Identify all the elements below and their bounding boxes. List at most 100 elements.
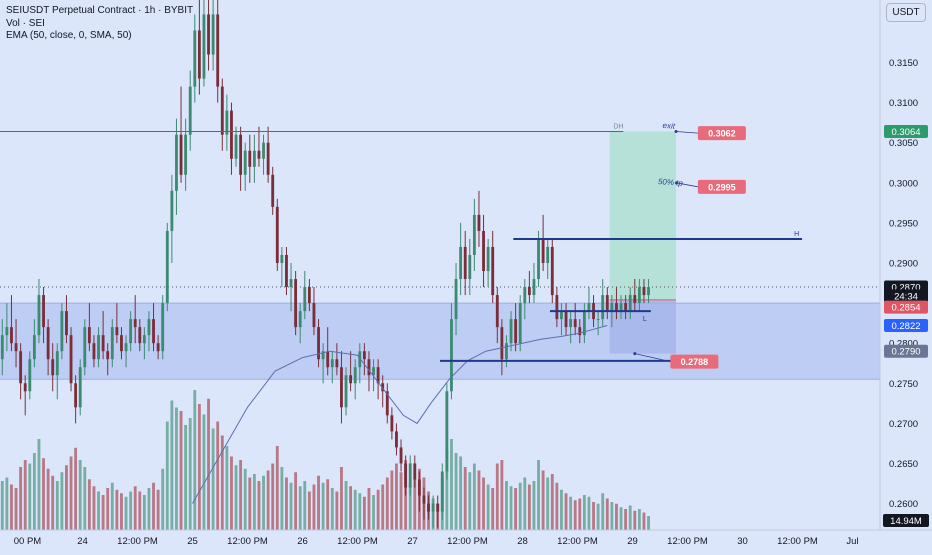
volume-bar [74, 447, 78, 530]
legend-volume[interactable]: Vol · SEI [6, 17, 45, 29]
candle-body [353, 367, 357, 384]
candle-body [615, 303, 618, 312]
volume-bar [32, 453, 36, 530]
candle-body [307, 287, 311, 304]
x-tick-label: 12:00 PM [447, 536, 488, 547]
volume-bar [358, 493, 362, 530]
candle-body [207, 14, 210, 55]
candle-body [156, 343, 160, 352]
volume-bar [592, 502, 595, 530]
x-tick-label: 12:00 PM [777, 536, 818, 547]
volume-bar [42, 458, 45, 530]
candle-body [152, 319, 155, 344]
candle-body [587, 303, 591, 312]
volume-bar [69, 456, 73, 530]
target-label-text: 0.2995 [708, 182, 736, 192]
candle-body [532, 279, 536, 296]
price-scale-label-box [884, 319, 928, 333]
candle-body [60, 311, 64, 352]
candle-body [560, 311, 563, 320]
level-label-1: H [794, 231, 799, 238]
volume-bar [317, 475, 320, 530]
price-scale-label-box [884, 300, 928, 314]
volume-bar [225, 446, 229, 530]
volume-bar [514, 488, 518, 530]
candle-body [142, 335, 146, 344]
x-tick-label: 12:00 PM [557, 536, 598, 547]
price-scale-label-text: 0.2822 [891, 321, 920, 332]
x-tick-label: 25 [187, 536, 198, 547]
candle-body [381, 383, 385, 392]
volume-bar [372, 495, 375, 530]
volume-bar [349, 486, 353, 530]
candle-body [202, 14, 206, 79]
candle-body [573, 319, 577, 328]
connector-line [676, 131, 698, 134]
candle-body [367, 359, 371, 376]
x-tick-label: 12:00 PM [667, 536, 708, 547]
volume-bar [445, 447, 449, 530]
candle-body [225, 110, 229, 135]
x-tick-label: 29 [627, 536, 638, 547]
candle-body [138, 327, 142, 344]
candle-body [376, 367, 380, 384]
candle-body [51, 359, 55, 376]
currency-button[interactable]: USDT [886, 3, 926, 22]
candle-body [262, 142, 265, 159]
volume-bar [582, 495, 586, 530]
x-tick-label: 28 [517, 536, 528, 547]
candle-body [491, 246, 495, 296]
candle-body [280, 254, 284, 263]
candle-body [55, 351, 59, 376]
volume-bar [601, 493, 605, 530]
candle-body [330, 359, 334, 368]
candle-body [601, 295, 605, 320]
volume-bar [179, 411, 183, 530]
volume-bar [285, 477, 288, 530]
volume-bar [19, 467, 23, 530]
x-tick-label: 27 [407, 536, 418, 547]
volume-bar [518, 482, 522, 530]
volume-bar [46, 468, 50, 530]
candle-body [87, 327, 91, 344]
price-scale-label-box [884, 344, 928, 358]
volume-label-text: 14.94M [890, 516, 922, 527]
x-tick-label: 12:00 PM [227, 536, 268, 547]
volume-bar [97, 491, 100, 530]
candle-body [101, 335, 105, 352]
volume-bar [23, 460, 27, 530]
candle-body [216, 14, 220, 87]
legend-ema[interactable]: EMA (50, close, 0, SMA, 50) [6, 30, 132, 41]
candle-body [335, 359, 339, 368]
candle-body [120, 335, 123, 352]
y-tick-label: 0.2750 [889, 379, 918, 390]
candle-body [578, 327, 582, 336]
volume-bar [138, 491, 142, 530]
volume-bar [615, 503, 618, 530]
volume-bar [188, 418, 192, 530]
volume-bar [564, 493, 568, 530]
price-scale-label-box [884, 289, 928, 303]
candle-body [298, 311, 302, 328]
candle-body [527, 287, 531, 296]
volume-bar [587, 496, 591, 530]
volume-bar [376, 489, 380, 530]
volume-bar [624, 509, 628, 530]
y-tick-label: 0.3100 [889, 98, 918, 109]
candle-body [445, 391, 449, 472]
volume-bar [92, 486, 96, 530]
legend-symbol[interactable]: SEIUSDT Perpetual Contract · 1h · BYBIT [6, 5, 194, 16]
y-tick-label: 0.3000 [889, 178, 918, 189]
volume-bar [468, 472, 472, 530]
candle-body [184, 134, 188, 175]
x-tick-label: Jul [846, 536, 858, 547]
volume-bar [239, 460, 243, 530]
candle-body [372, 367, 375, 376]
candle-body [234, 134, 238, 159]
volume-bar [216, 421, 220, 530]
target-label-box [697, 179, 746, 194]
zone-2 [609, 299, 677, 354]
volume-bar [573, 500, 577, 530]
